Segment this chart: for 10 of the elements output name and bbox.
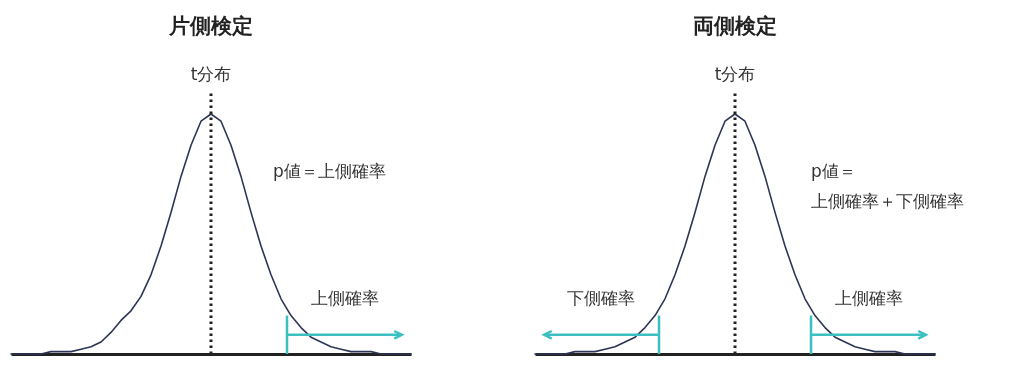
annotation: 上側確率 xyxy=(835,287,903,308)
annotation: p値＝上側確率 xyxy=(273,160,386,181)
chart-title: 片側検定 xyxy=(168,14,253,38)
annotation: p値＝ xyxy=(811,160,856,181)
annotation: 上側確率 xyxy=(311,287,379,308)
annotation: 上側確率＋下側確率 xyxy=(811,190,964,211)
chart-title: 両側検定 xyxy=(693,14,777,38)
text: t分布 xyxy=(714,64,756,84)
annotation: 下側確率 xyxy=(567,287,635,308)
text: t分布 xyxy=(190,64,232,84)
